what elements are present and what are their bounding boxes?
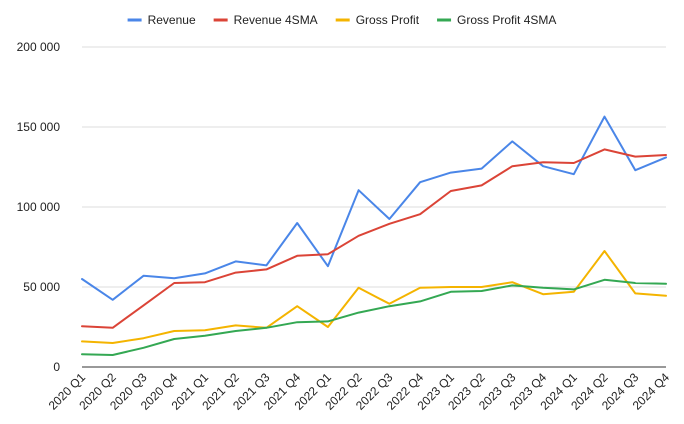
legend-label: Gross Profit bbox=[356, 13, 420, 27]
legend-item-gross-profit-4sma: Gross Profit 4SMA bbox=[437, 13, 556, 27]
legend-label: Revenue bbox=[148, 13, 196, 27]
y-tick-label: 200 000 bbox=[17, 40, 61, 54]
series-line-revenue bbox=[81, 115, 667, 301]
y-tick-label: 100 000 bbox=[17, 200, 61, 214]
legend-item-revenue-4sma: Revenue 4SMA bbox=[213, 13, 318, 27]
legend-item-gross-profit: Gross Profit bbox=[335, 13, 420, 27]
series-line-gross-profit-4sma bbox=[81, 278, 667, 356]
y-tick-label: 50 000 bbox=[23, 280, 60, 294]
y-axis-tick-labels: 0 50 000 100 000 150 000 200 000 bbox=[17, 40, 61, 374]
series-lines bbox=[81, 115, 667, 356]
legend-label: Gross Profit 4SMA bbox=[457, 13, 556, 27]
y-tick-label: 0 bbox=[53, 360, 60, 374]
gridlines bbox=[82, 46, 666, 368]
series-line-gross-profit bbox=[81, 250, 667, 344]
series-line-revenue-4sma bbox=[81, 148, 667, 329]
legend-label: Revenue 4SMA bbox=[234, 13, 318, 27]
y-tick-label: 150 000 bbox=[17, 120, 61, 134]
legend-item-revenue: Revenue bbox=[127, 13, 196, 27]
legend: Revenue Revenue 4SMA Gross Profit Gross Pro… bbox=[127, 13, 556, 27]
